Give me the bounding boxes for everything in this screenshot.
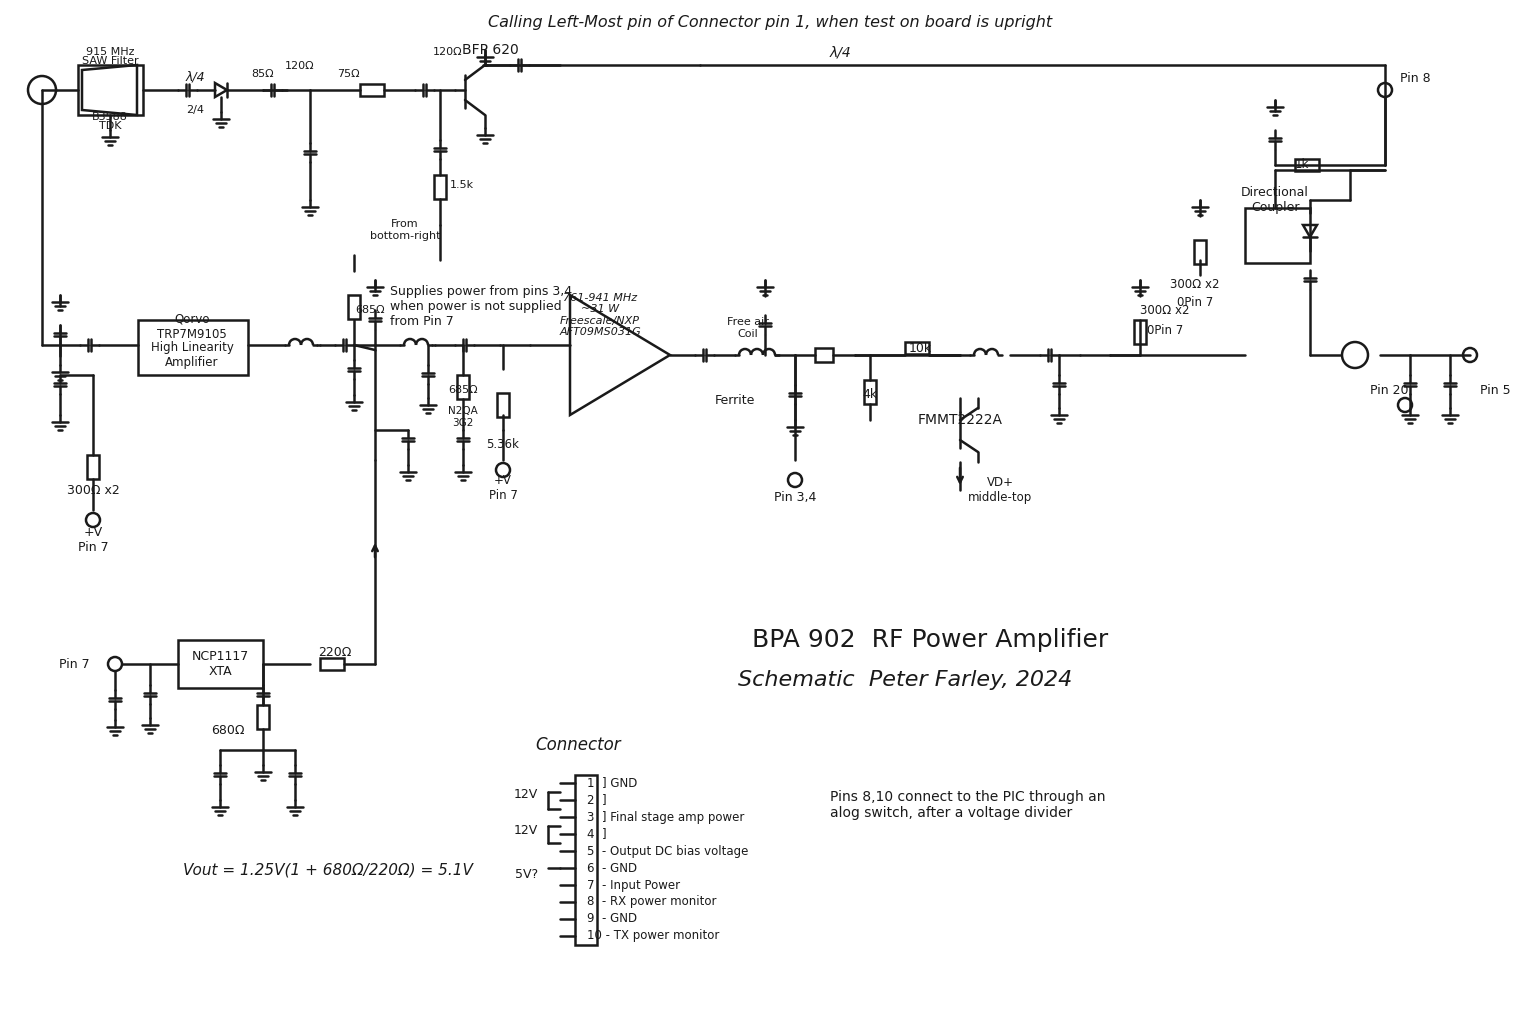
Text: Vout = 1.25V(1 + 680Ω/220Ω) = 5.1V: Vout = 1.25V(1 + 680Ω/220Ω) = 5.1V bbox=[183, 862, 473, 878]
Text: 0Pin 7: 0Pin 7 bbox=[1177, 296, 1213, 308]
Text: 4  ]: 4 ] bbox=[587, 827, 607, 841]
Text: 761-941 MHz
~31 W
Freescale/NXP
AFT09MS031G: 761-941 MHz ~31 W Freescale/NXP AFT09MS0… bbox=[559, 293, 641, 337]
Text: 220Ω: 220Ω bbox=[318, 645, 352, 658]
Text: 680Ω: 680Ω bbox=[211, 724, 244, 736]
Text: 1  ] GND: 1 ] GND bbox=[587, 776, 638, 790]
Bar bbox=[1194, 240, 1207, 264]
Text: 5.36k: 5.36k bbox=[487, 438, 520, 452]
Text: 120Ω: 120Ω bbox=[286, 61, 315, 71]
Text: 9  - GND: 9 - GND bbox=[587, 912, 638, 926]
Text: 3  ] Final stage amp power: 3 ] Final stage amp power bbox=[587, 811, 744, 823]
Text: 12V: 12V bbox=[513, 788, 538, 802]
Text: Pin 8: Pin 8 bbox=[1400, 72, 1431, 85]
Text: 300Ω x2: 300Ω x2 bbox=[1170, 279, 1220, 292]
Bar bbox=[88, 455, 98, 479]
Text: 1.5k: 1.5k bbox=[450, 180, 473, 190]
Text: λ/4: λ/4 bbox=[184, 71, 204, 84]
Text: Qorvo
TRP7M9105: Qorvo TRP7M9105 bbox=[157, 313, 227, 341]
Text: B3588: B3588 bbox=[92, 112, 128, 122]
Text: λ/4: λ/4 bbox=[828, 45, 851, 59]
Text: TDK: TDK bbox=[98, 121, 121, 131]
Text: Pin 5: Pin 5 bbox=[1480, 384, 1511, 396]
Bar bbox=[433, 175, 446, 199]
Text: 915 MHz: 915 MHz bbox=[86, 47, 134, 57]
Text: Pins 8,10 connect to the PIC through an
alog switch, after a voltage divider: Pins 8,10 connect to the PIC through an … bbox=[830, 790, 1105, 820]
Text: 10 - TX power monitor: 10 - TX power monitor bbox=[587, 930, 719, 942]
Text: Free air
Coil: Free air Coil bbox=[727, 317, 768, 339]
Bar bbox=[320, 658, 344, 670]
Text: Pin 7: Pin 7 bbox=[60, 657, 91, 671]
Bar bbox=[178, 640, 263, 688]
Text: 0Pin 7: 0Pin 7 bbox=[1147, 324, 1183, 337]
Text: 300Ω x2: 300Ω x2 bbox=[1140, 303, 1190, 316]
Text: 685Ω: 685Ω bbox=[355, 305, 384, 315]
Bar bbox=[1296, 159, 1319, 171]
Text: 300Ω x2: 300Ω x2 bbox=[66, 483, 120, 497]
Bar bbox=[1245, 208, 1310, 263]
Text: 85Ω: 85Ω bbox=[252, 69, 274, 79]
Bar bbox=[360, 84, 384, 96]
Bar bbox=[815, 348, 833, 362]
Text: From
bottom-right: From bottom-right bbox=[370, 219, 440, 241]
Bar bbox=[496, 393, 509, 417]
Text: 5V?: 5V? bbox=[515, 868, 538, 882]
Text: Directional
Coupler: Directional Coupler bbox=[1240, 186, 1310, 214]
Text: FMMT2222A: FMMT2222A bbox=[918, 413, 1002, 427]
Text: 75Ω: 75Ω bbox=[337, 69, 360, 79]
Text: High Linearity
Amplifier: High Linearity Amplifier bbox=[151, 341, 234, 369]
Text: 120Ω: 120Ω bbox=[433, 47, 463, 57]
Bar bbox=[864, 380, 876, 404]
Text: Connector: Connector bbox=[535, 736, 621, 754]
Text: Supplies power from pins 3,4
when power is not supplied
from Pin 7: Supplies power from pins 3,4 when power … bbox=[390, 285, 572, 328]
Text: +V
Pin 7: +V Pin 7 bbox=[78, 526, 108, 554]
Text: +V
Pin 7: +V Pin 7 bbox=[489, 474, 518, 502]
Bar bbox=[456, 375, 469, 399]
Text: N2QA
3G2: N2QA 3G2 bbox=[449, 407, 478, 428]
Text: 6  - GND: 6 - GND bbox=[587, 861, 638, 874]
Text: 2/4: 2/4 bbox=[186, 105, 204, 115]
Text: 12V: 12V bbox=[513, 823, 538, 837]
Text: BFP 620: BFP 620 bbox=[461, 43, 518, 57]
Text: BPA 902  RF Power Amplifier: BPA 902 RF Power Amplifier bbox=[752, 628, 1108, 652]
Text: NCP1117
XTA: NCP1117 XTA bbox=[192, 650, 249, 678]
Text: VD+
middle-top: VD+ middle-top bbox=[968, 476, 1033, 504]
Bar bbox=[575, 775, 596, 945]
Text: Ferrite: Ferrite bbox=[715, 393, 755, 407]
Text: 8  - RX power monitor: 8 - RX power monitor bbox=[587, 896, 716, 908]
Text: 1k: 1k bbox=[1296, 159, 1310, 171]
Text: 4k: 4k bbox=[862, 388, 878, 401]
Text: 7  - Input Power: 7 - Input Power bbox=[587, 879, 681, 892]
Bar bbox=[138, 319, 247, 375]
Text: SAW Filter: SAW Filter bbox=[81, 56, 138, 66]
Text: Calling Left-Most pin of Connector pin 1, when test on board is upright: Calling Left-Most pin of Connector pin 1… bbox=[487, 14, 1051, 30]
Bar bbox=[257, 705, 269, 729]
Text: Schematic  Peter Farley, 2024: Schematic Peter Farley, 2024 bbox=[738, 670, 1073, 690]
Text: 2  ]: 2 ] bbox=[587, 794, 607, 807]
Text: 10k: 10k bbox=[908, 341, 931, 354]
Text: 685Ω: 685Ω bbox=[449, 385, 478, 395]
Text: Pin 20: Pin 20 bbox=[1369, 384, 1408, 396]
Bar bbox=[1134, 319, 1147, 344]
Text: 5  - Output DC bias voltage: 5 - Output DC bias voltage bbox=[587, 845, 749, 857]
Text: Pin 3,4: Pin 3,4 bbox=[773, 492, 816, 505]
Bar bbox=[78, 65, 143, 115]
Bar bbox=[905, 342, 928, 354]
Bar bbox=[347, 295, 360, 319]
